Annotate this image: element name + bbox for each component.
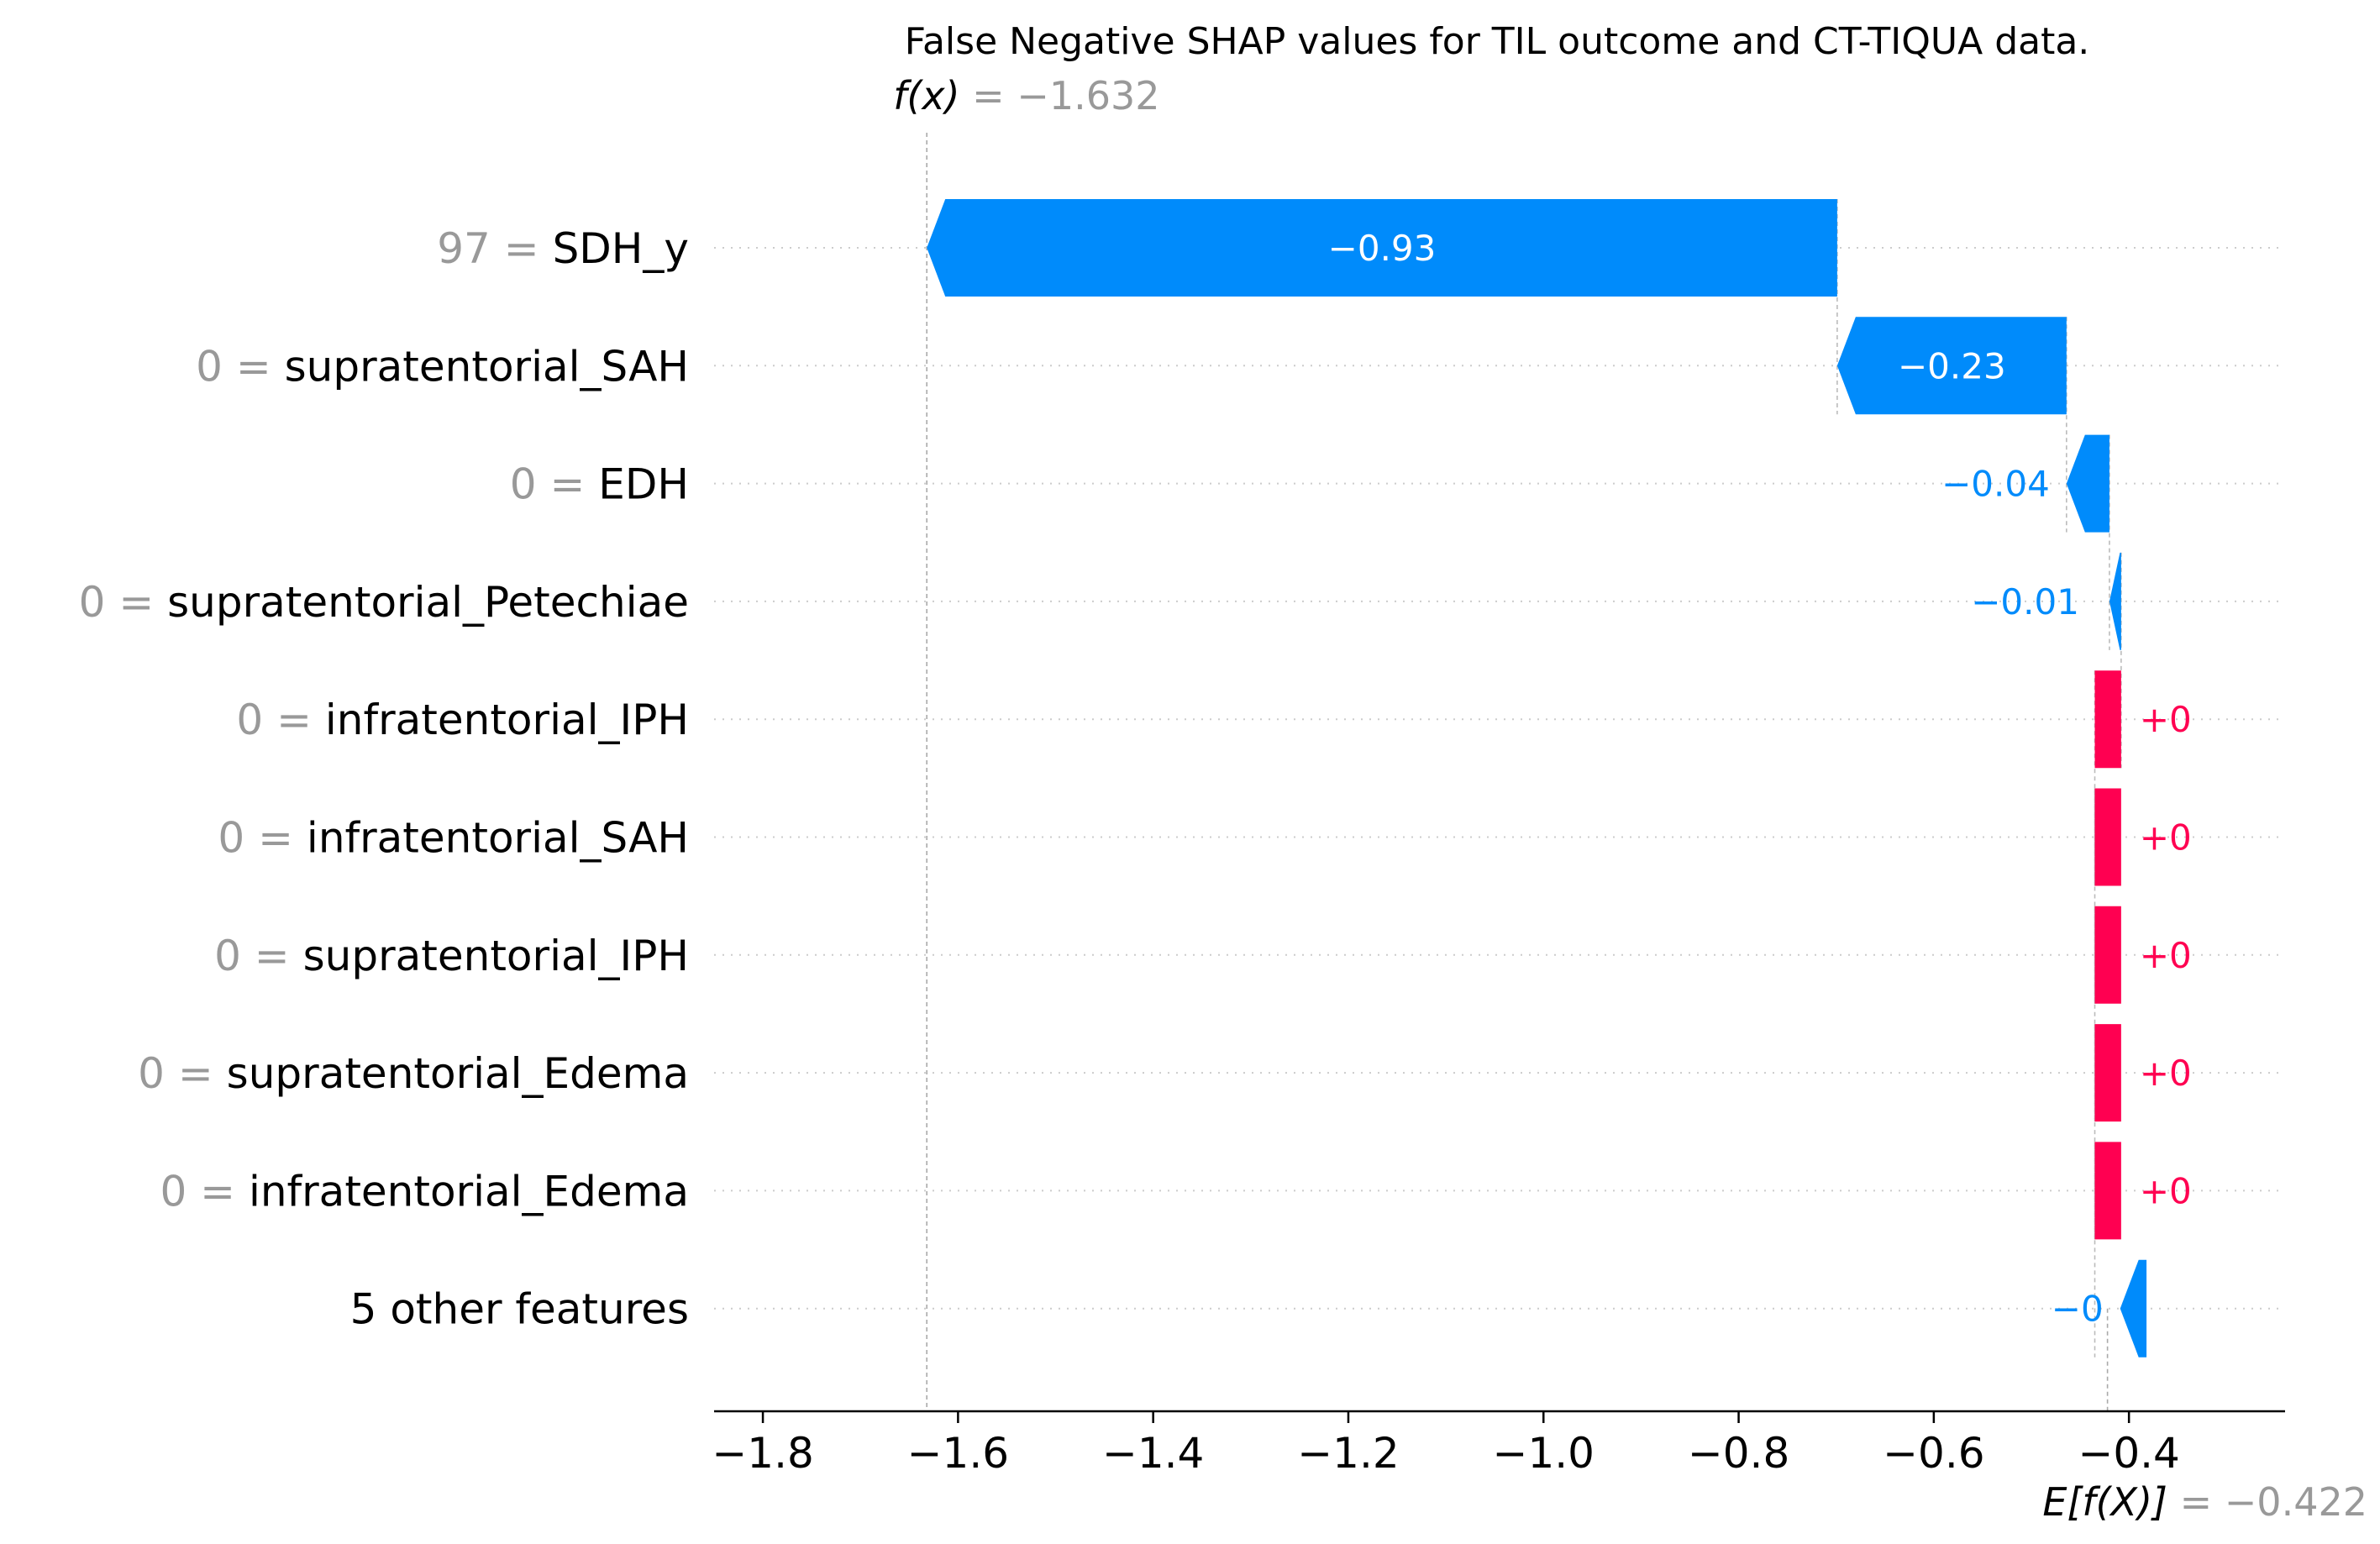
bar-value-label: +0 <box>2140 817 2192 859</box>
bar-supratentorial-sah <box>1836 317 2067 415</box>
feature-value: 0 = <box>236 696 325 744</box>
feature-value: 0 = <box>218 814 307 863</box>
reference-lines <box>926 133 2122 1411</box>
bar-value-label: −0.01 <box>1971 581 2079 622</box>
chart-title: False Negative SHAP values for TIL outco… <box>905 20 2090 63</box>
base-value-label: E[f(X)] <box>2042 1479 2179 1525</box>
x-tick-label: −0.4 <box>2078 1429 2179 1478</box>
bar-infratentorial-edema <box>2094 1142 2121 1240</box>
feature-label: 0 = supratentorial_SAH <box>196 342 689 391</box>
fx-value: = −1.632 <box>972 73 1159 118</box>
fx-label: f(x) <box>893 73 972 118</box>
bar-value-label: −0.23 <box>1898 345 2006 386</box>
feature-value: 0 = <box>510 460 599 509</box>
x-tick-label: −1.6 <box>907 1429 1009 1478</box>
feature-name: EDH <box>598 460 689 509</box>
feature-name: 5 other features <box>350 1285 689 1334</box>
bar-infratentorial-sah <box>2094 788 2121 886</box>
feature-value: 97 = <box>437 224 552 273</box>
header: False Negative SHAP values for TIL outco… <box>893 20 2089 118</box>
x-tick-label: −1.8 <box>712 1429 813 1478</box>
bar-value-label: +0 <box>2140 699 2192 740</box>
feature-value: 0 = <box>160 1167 249 1216</box>
feature-label: 0 = supratentorial_IPH <box>214 932 689 980</box>
feature-label: 0 = infratentorial_SAH <box>218 814 689 863</box>
bar-supratentorial-petechiae <box>2109 552 2121 650</box>
feature-label: 5 other features <box>350 1285 689 1334</box>
feature-name: infratentorial_SAH <box>307 814 689 863</box>
bar-value-label: −0 <box>2052 1289 2104 1330</box>
feature-label: 0 = infratentorial_IPH <box>236 696 689 744</box>
feature-label: 0 = EDH <box>510 460 689 509</box>
feature-name: supratentorial_IPH <box>303 932 689 980</box>
feature-value: 0 = <box>196 342 285 391</box>
x-tick-label: −0.8 <box>1688 1429 1789 1478</box>
feature-name: infratentorial_IPH <box>325 696 689 744</box>
feature-name: SDH_y <box>553 224 689 273</box>
x-tick-label: −1.0 <box>1493 1429 1595 1478</box>
feature-name: supratentorial_Edema <box>227 1049 689 1098</box>
bar-supratentorial-iph <box>2094 906 2121 1004</box>
feature-label: 97 = SDH_y <box>437 224 689 273</box>
bar-infratentorial-iph <box>2094 670 2121 769</box>
base-value-number: = −0.422 <box>2180 1479 2367 1525</box>
bar-supratentorial-edema <box>2094 1024 2121 1122</box>
feature-label: 0 = infratentorial_Edema <box>160 1167 689 1216</box>
fx-annotation: f(x) = −1.632 <box>893 73 1159 118</box>
bar-value-label: +0 <box>2140 1053 2192 1094</box>
feature-name: infratentorial_Edema <box>249 1167 689 1216</box>
bar-sdh-y <box>927 199 1837 297</box>
bar-value-label: −0.93 <box>1328 228 1437 269</box>
feature-name: supratentorial_Petechiae <box>167 578 689 627</box>
bar-value-label: +0 <box>2140 1170 2192 1211</box>
feature-value: 0 = <box>138 1049 227 1098</box>
feature-value: 0 = <box>79 578 168 627</box>
bar-layer: −0.93 −0.23 −0.04 −0.01 +0 +0 +0 +0 +0 −0 <box>927 199 2192 1358</box>
x-tick-label: −1.2 <box>1297 1429 1399 1478</box>
base-value-annotation: E[f(X)] = −0.422 <box>2042 1479 2367 1525</box>
x-tick-label: −0.6 <box>1883 1429 1984 1478</box>
feature-label: 0 = supratentorial_Edema <box>138 1049 689 1098</box>
bar-5-other-features <box>2120 1259 2147 1358</box>
bar-value-label: +0 <box>2140 935 2192 976</box>
feature-name: supratentorial_SAH <box>285 342 689 391</box>
feature-label: 0 = supratentorial_Petechiae <box>79 578 689 627</box>
x-tick-label: −1.4 <box>1102 1429 1204 1478</box>
feature-value: 0 = <box>214 932 303 980</box>
bar-value-label: −0.04 <box>1941 464 2050 505</box>
x-axis: −1.8 −1.6 −1.4 −1.2 −1.0 −0.8 −0.6 −0.4E[f(X)] … <box>712 1410 2367 1525</box>
bar-edh <box>2066 434 2109 533</box>
